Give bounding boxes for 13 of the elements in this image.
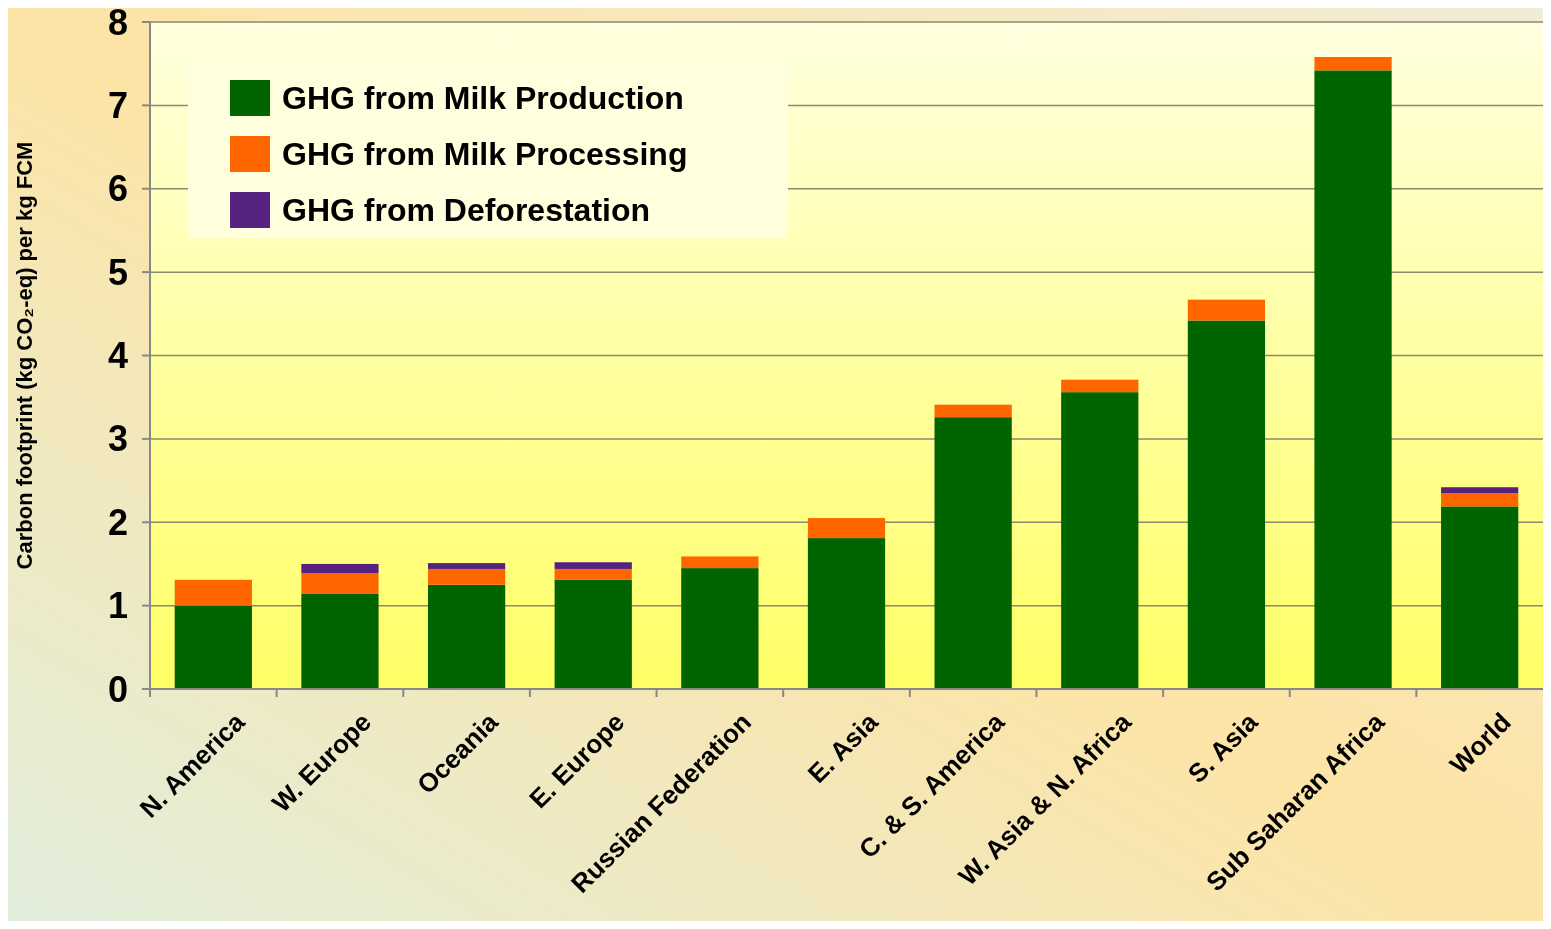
y-tick-label: 1 bbox=[107, 585, 128, 627]
y-tick-label: 8 bbox=[107, 1, 128, 43]
legend-label: GHG from Milk Processing bbox=[282, 136, 688, 173]
y-tick-label: 0 bbox=[107, 668, 128, 710]
y-tick-label: 7 bbox=[107, 84, 128, 126]
y-tick-label: 2 bbox=[107, 501, 128, 543]
legend-label: GHG from Deforestation bbox=[282, 192, 651, 229]
y-tick-label: 4 bbox=[107, 335, 128, 377]
y-tick-label: 6 bbox=[107, 168, 128, 210]
y-tick-label: 3 bbox=[107, 418, 128, 460]
y-axis-title: Carbon footprint (kg CO₂-eq) per kg FCM bbox=[12, 141, 37, 570]
legend-label: GHG from Milk Production bbox=[282, 80, 684, 117]
y-tick-label: 5 bbox=[107, 251, 128, 293]
